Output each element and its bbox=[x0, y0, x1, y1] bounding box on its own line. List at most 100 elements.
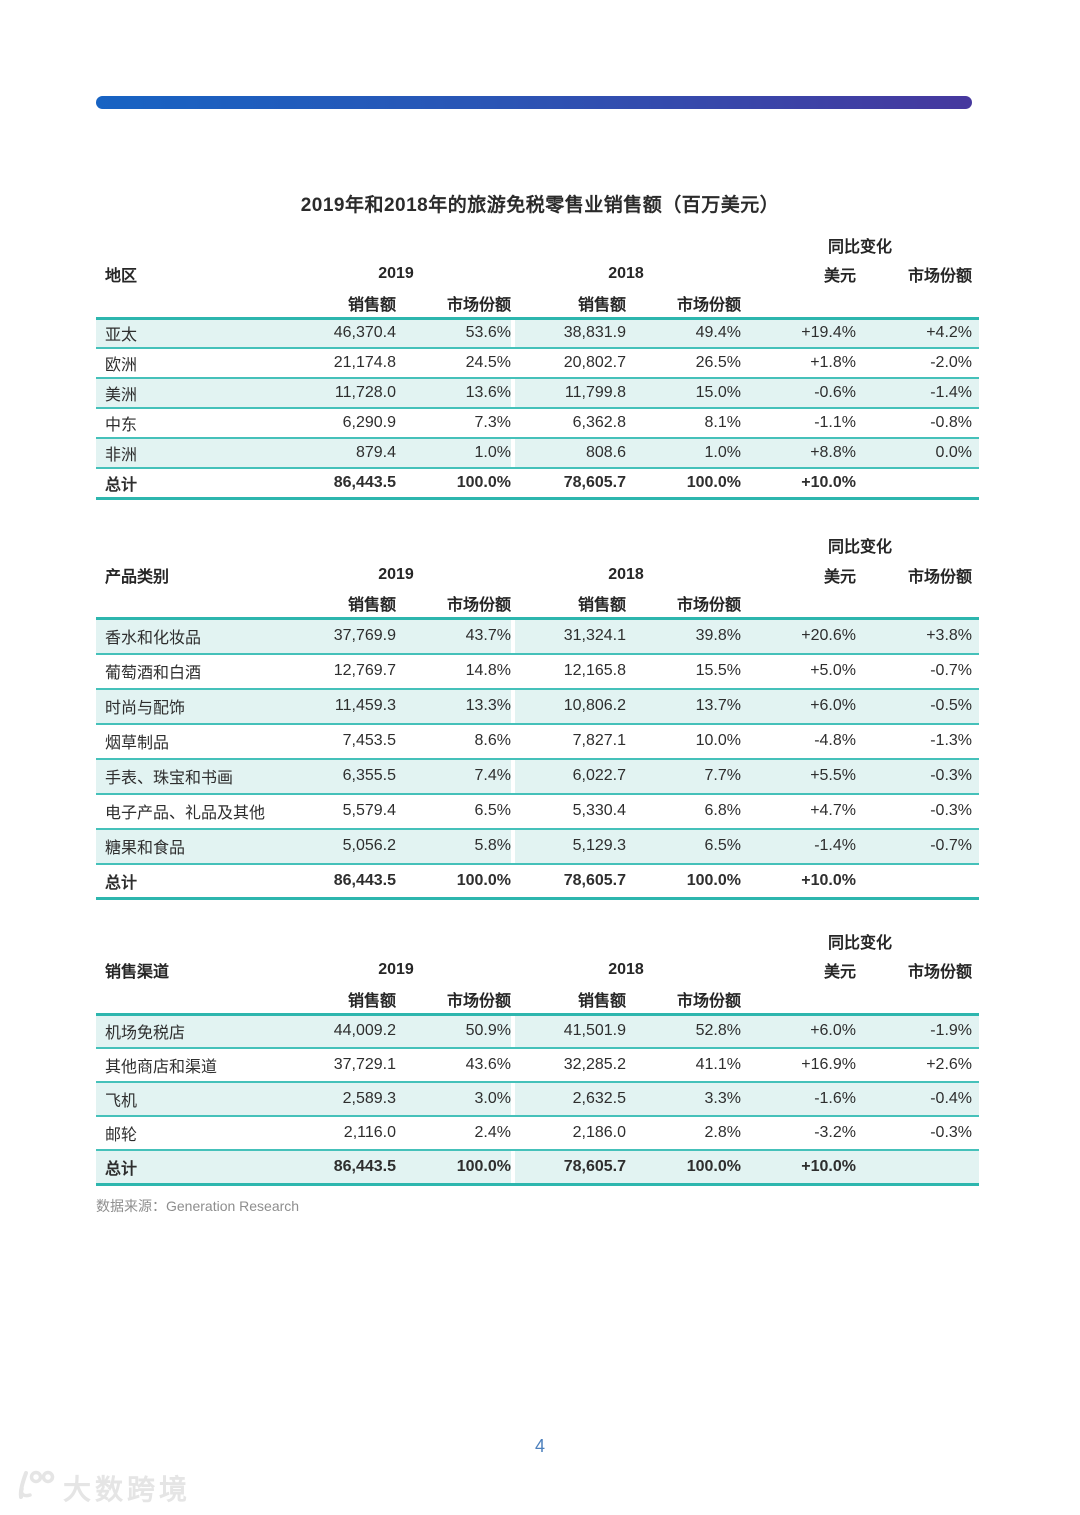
subheader-sales-2019: 销售额 bbox=[347, 992, 396, 1010]
table-cell bbox=[856, 864, 979, 899]
subheader-sales-2018: 销售额 bbox=[577, 296, 626, 314]
product-table-header: 同比变化 产品类别 2019 2018 美元 市场份额 销售额 市场份额 销售额… bbox=[96, 531, 980, 619]
table-cell: 11,799.8 bbox=[511, 378, 626, 408]
table-row: 美洲 11,728.0 13.6% 11,799.8 15.0% -0.6% -1.4% bbox=[96, 378, 980, 408]
row-label: 美洲 bbox=[105, 387, 138, 404]
table-row: 非洲 879.4 1.0% 808.6 1.0% +8.8% 0.0% bbox=[96, 438, 980, 468]
table-cell: -3.2% bbox=[814, 1124, 856, 1141]
table-cell: 8.6% bbox=[474, 732, 511, 749]
table-cell: 86,443.5 bbox=[333, 1157, 396, 1175]
table-cell: 100.0% bbox=[456, 871, 511, 889]
table-row: 邮轮 2,116.0 2.4% 2,186.0 2.8% -3.2% -0.3% bbox=[96, 1116, 980, 1150]
table-cell: +20.6% bbox=[801, 627, 856, 645]
table-cell: 46,370.4 bbox=[333, 324, 396, 342]
table-cell: 2,632.5 bbox=[511, 1082, 626, 1116]
table-cell: -0.4% bbox=[930, 1090, 973, 1107]
table-row: 飞机 2,589.3 3.0% 2,632.5 3.3% -1.6% -0.4% bbox=[96, 1082, 980, 1116]
table-cell: -0.3% bbox=[930, 767, 973, 784]
spacer-cell bbox=[741, 985, 856, 1014]
table-cell: -4.8% bbox=[814, 732, 856, 749]
table-header-row: 产品类别 2019 2018 美元 市场份额 bbox=[96, 560, 979, 590]
column-header-2019: 2019 bbox=[378, 265, 414, 282]
table-row: 亚太 46,370.4 53.6% 38,831.9 49.4% +19.4% +4.2% bbox=[96, 318, 980, 348]
table-cell: -0.6% bbox=[814, 384, 856, 401]
table-cell: 2,186.0 bbox=[511, 1116, 626, 1150]
row-label: 烟草制品 bbox=[105, 735, 170, 752]
column-header-2019: 2019 bbox=[378, 565, 414, 583]
table-row: 欧洲 21,174.8 24.5% 20,802.7 26.5% +1.8% -2.0% bbox=[96, 348, 980, 378]
column-header-2018: 2018 bbox=[608, 565, 644, 583]
table-row: 葡萄酒和白酒 12,769.7 14.8% 12,165.8 15.5% +5.0% -0.… bbox=[96, 654, 980, 689]
table-cell: 3.3% bbox=[704, 1090, 741, 1107]
table-cell: 31,324.1 bbox=[511, 619, 626, 654]
column-header-sales-channel: 销售渠道 bbox=[105, 964, 170, 981]
table-cell: 12,769.7 bbox=[333, 662, 396, 679]
table-row: 其他商店和渠道 37,729.1 43.6% 32,285.2 41.1% +16.9% +… bbox=[96, 1048, 980, 1082]
spacer-cell bbox=[856, 590, 979, 619]
table-total-row: 总计 86,443.5 100.0% 78,605.7 100.0% +10.0% bbox=[96, 864, 980, 899]
table-cell: 43.6% bbox=[465, 1056, 511, 1073]
row-label: 其他商店和渠道 bbox=[105, 1059, 218, 1076]
product-categories-table: 同比变化 产品类别 2019 2018 美元 市场份额 销售额 市场份额 销售额… bbox=[96, 531, 980, 901]
dashukuajing-logo-icon bbox=[14, 1467, 56, 1508]
table-cell: 44,009.2 bbox=[333, 1022, 396, 1040]
table-cell: 24.5% bbox=[465, 354, 511, 371]
table-cell: 37,729.1 bbox=[333, 1056, 396, 1073]
table-header-row: 同比变化 bbox=[96, 926, 979, 955]
table-cell: 100.0% bbox=[686, 1157, 741, 1175]
column-header-2019: 2019 bbox=[378, 961, 414, 978]
table-cell: 5,330.4 bbox=[511, 794, 626, 829]
table-cell: 52.8% bbox=[695, 1022, 741, 1040]
table-cell: 10,806.2 bbox=[511, 689, 626, 724]
table-cell: +4.7% bbox=[810, 802, 856, 819]
row-label: 时尚与配饰 bbox=[105, 700, 186, 717]
regions-table: 同比变化 地区 2019 2018 美元 市场份额 销售额 市场份额 销售额 市… bbox=[96, 230, 980, 500]
table-cell: 41.1% bbox=[695, 1056, 741, 1073]
row-label: 亚太 bbox=[105, 327, 138, 345]
table-cell: +8.8% bbox=[810, 444, 856, 461]
table-cell: -1.4% bbox=[930, 384, 973, 401]
table-cell: 6,355.5 bbox=[342, 767, 396, 784]
table-cell: 41,501.9 bbox=[511, 1014, 626, 1048]
product-table-body: 香水和化妆品 37,769.9 43.7% 31,324.1 39.8% +20.6% +3… bbox=[96, 618, 980, 899]
table-cell: 26.5% bbox=[695, 354, 741, 371]
spacer-cell bbox=[856, 985, 979, 1014]
spacer-cell bbox=[96, 590, 281, 619]
table-cell: 6,362.8 bbox=[511, 408, 626, 438]
table-cell: 5,056.2 bbox=[342, 837, 396, 854]
table-cell: 78,605.7 bbox=[511, 468, 626, 498]
table-cell: -0.7% bbox=[930, 837, 973, 854]
column-header-market-share: 市场份额 bbox=[908, 268, 973, 285]
table-row: 时尚与配饰 11,459.3 13.3% 10,806.2 13.7% +6.0% -0.5… bbox=[96, 688, 980, 724]
table-cell: 5.8% bbox=[474, 837, 511, 854]
table-cell: 2.8% bbox=[704, 1124, 741, 1141]
table-cell: +19.4% bbox=[801, 324, 856, 342]
table-cell: -1.3% bbox=[930, 732, 973, 749]
table-cell: 15.0% bbox=[695, 384, 741, 401]
table-cell: 14.8% bbox=[465, 662, 511, 679]
table-cell: 15.5% bbox=[695, 662, 741, 679]
table-cell: 5,129.3 bbox=[511, 829, 626, 864]
spacer-cell bbox=[96, 531, 741, 560]
regions-table-header: 同比变化 地区 2019 2018 美元 市场份额 销售额 市场份额 销售额 市… bbox=[96, 230, 980, 318]
table-cell: 1.0% bbox=[704, 444, 741, 461]
spacer-cell bbox=[96, 985, 281, 1014]
subheader-share-2019: 市场份额 bbox=[446, 992, 511, 1010]
table-cell: 38,831.9 bbox=[511, 318, 626, 348]
subheader-share-2019: 市场份额 bbox=[446, 597, 511, 615]
table-cell: 0.0% bbox=[935, 444, 973, 461]
subheader-sales-2018: 销售额 bbox=[577, 597, 626, 615]
table-cell: 53.6% bbox=[465, 324, 511, 342]
table-cell: +4.2% bbox=[926, 324, 973, 342]
table-cell: -0.8% bbox=[930, 414, 973, 431]
table-cell: 5,579.4 bbox=[342, 802, 396, 819]
subheader-sales-2018: 销售额 bbox=[577, 992, 626, 1010]
column-header-usd: 美元 bbox=[823, 568, 856, 586]
table-cell: 49.4% bbox=[695, 324, 741, 342]
column-header-usd: 美元 bbox=[823, 268, 856, 285]
regions-table-body: 亚太 46,370.4 53.6% 38,831.9 49.4% +19.4% +4.2% 欧… bbox=[96, 318, 980, 498]
table-cell: +1.8% bbox=[810, 354, 856, 371]
table-cell: -0.5% bbox=[930, 697, 973, 714]
table-cell bbox=[856, 1150, 979, 1184]
